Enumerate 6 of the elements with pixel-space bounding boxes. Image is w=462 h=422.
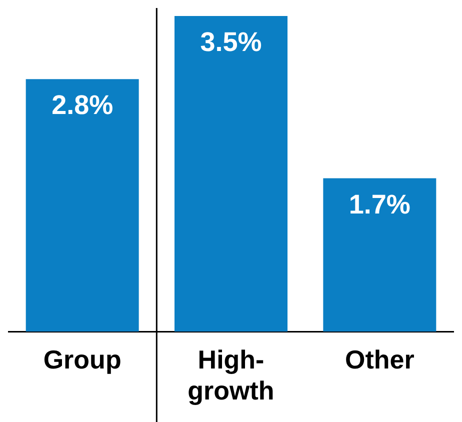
data-label: 1.7% [348, 189, 410, 220]
x-tick-label: Group [43, 344, 122, 374]
data-label: 3.5% [200, 26, 262, 57]
x-tick-label: High-growth [188, 344, 274, 406]
x-tick-label: Other [344, 344, 414, 374]
data-label: 2.8% [52, 90, 114, 120]
